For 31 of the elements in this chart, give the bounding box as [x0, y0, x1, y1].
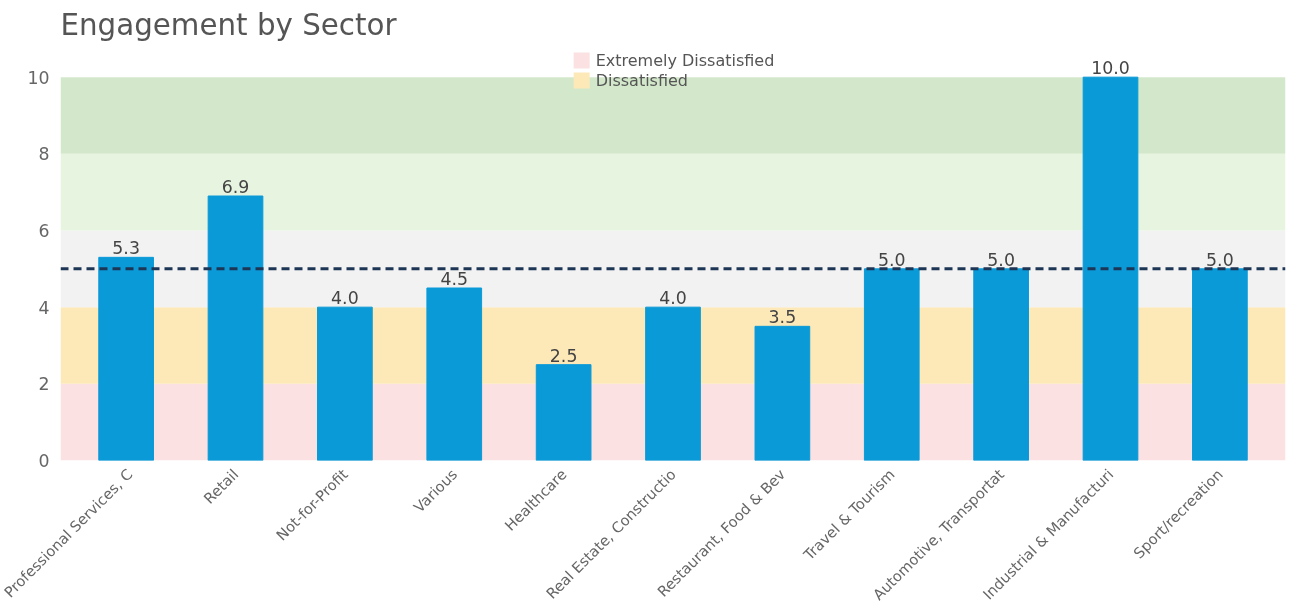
- data-label: 4.0: [331, 288, 359, 309]
- data-label: 10.0: [1091, 58, 1130, 79]
- data-label: 2.5: [549, 345, 578, 366]
- data-label: 5.0: [1206, 249, 1234, 270]
- data-label: 6.9: [221, 177, 250, 197]
- legend-label: Dissatisfied: [595, 70, 689, 90]
- y-tick-label: 6: [38, 221, 50, 241]
- data-label: 5.0: [987, 249, 1015, 270]
- data-label: 3.5: [768, 307, 797, 328]
- bar: [973, 268, 1029, 461]
- y-tick-label: 10: [27, 67, 50, 88]
- y-tick-label: 2: [38, 374, 50, 395]
- bar: [98, 256, 154, 461]
- bar: [426, 287, 483, 461]
- y-tick-label: 8: [38, 144, 50, 165]
- bar: [317, 306, 373, 461]
- bar: [754, 325, 811, 461]
- data-label: 5.3: [112, 238, 140, 259]
- legend-label: Extremely Dissatisfied: [595, 50, 775, 70]
- bar: [535, 364, 592, 461]
- bar: [1082, 76, 1139, 461]
- data-label: 4.5: [440, 269, 469, 289]
- data-label: 5.0: [877, 249, 906, 270]
- bar: [645, 306, 701, 461]
- bar: [207, 195, 264, 461]
- y-tick-label: 0: [38, 451, 50, 471]
- chart-title: Engagement by Sector: [60, 7, 398, 42]
- data-label: 4.0: [659, 288, 687, 309]
- bar: [1192, 268, 1248, 461]
- bar: [863, 268, 920, 461]
- y-tick-label: 4: [38, 297, 50, 318]
